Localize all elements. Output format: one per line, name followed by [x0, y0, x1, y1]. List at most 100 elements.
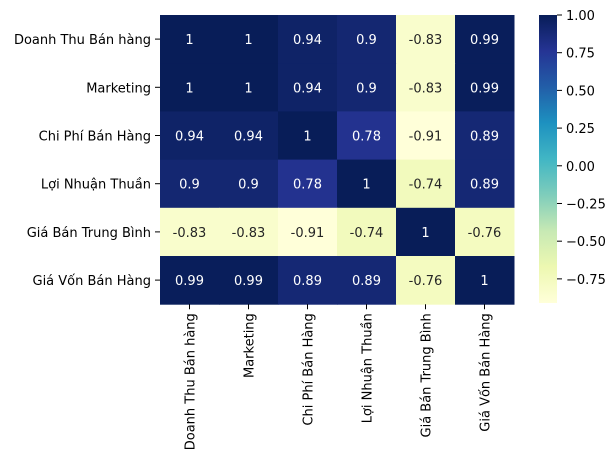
- column-tick-label: Giá Bán Trung Bình: [420, 313, 435, 437]
- heatmap-cell: [219, 63, 279, 112]
- cell-value-label: 1: [244, 81, 252, 96]
- heatmap-cell: [337, 159, 397, 209]
- heatmap-cell: [396, 207, 456, 257]
- colorbar-tick-label: −0.50: [566, 235, 606, 250]
- row-tick-label: Giá Bán Trung Bình: [27, 226, 151, 241]
- cell-value-label: 0.78: [352, 130, 381, 145]
- heatmap-cell: [455, 63, 515, 112]
- heatmap-annotations: 1 1 0.94 0.9 -0.83 0.99 1 1 0.94 0.9 -0.83 0.99 0.94…: [173, 33, 502, 289]
- cell-value-label: 1: [303, 130, 311, 145]
- heatmap-cell: [337, 207, 397, 257]
- heatmap-cell: [455, 111, 515, 161]
- heatmap-cell: [160, 159, 220, 209]
- column-tick-label: Doanh Thu Bán hàng: [184, 313, 199, 450]
- heatmap-cell: [337, 256, 397, 305]
- cell-value-label: -0.91: [291, 226, 325, 241]
- cell-value-label: 0.94: [234, 130, 263, 145]
- cell-value-label: -0.83: [409, 33, 443, 48]
- cell-value-label: 0.89: [352, 274, 381, 289]
- heatmap-cell: [396, 256, 456, 305]
- heatmap-cell: [219, 111, 279, 161]
- cell-value-label: 0.99: [175, 274, 204, 289]
- cell-value-label: -0.83: [232, 226, 266, 241]
- colorbar-tick-label: 1.00: [566, 9, 595, 24]
- heatmap-cell: [278, 111, 338, 161]
- heatmap-cell: [160, 111, 220, 161]
- row-tick-label: Lợi Nhuận Thuần: [41, 178, 151, 193]
- cell-value-label: -0.83: [173, 226, 207, 241]
- cell-value-label: -0.74: [409, 178, 443, 193]
- heatmap-cell: [396, 111, 456, 161]
- heatmap-cell: [337, 15, 397, 64]
- heatmap-cell: [219, 207, 279, 257]
- cell-value-label: 0.89: [293, 274, 322, 289]
- cell-value-label: -0.91: [409, 130, 443, 145]
- cell-value-label: 1: [185, 33, 193, 48]
- heatmap-cell: [455, 256, 515, 305]
- heatmap-cell: [219, 159, 279, 209]
- cell-value-label: 1: [421, 226, 429, 241]
- heatmap-cell: [396, 63, 456, 112]
- heatmap-cell: [455, 207, 515, 257]
- heatmap-cell: [278, 207, 338, 257]
- cell-value-label: 0.94: [293, 33, 322, 48]
- heatmap-cell: [160, 256, 220, 305]
- heatmap-cell: [455, 15, 515, 64]
- heatmap-cell: [219, 256, 279, 305]
- cell-value-label: -0.76: [468, 226, 502, 241]
- cell-value-label: 0.89: [470, 130, 499, 145]
- heatmap-cell: [160, 15, 220, 64]
- cell-value-label: 0.99: [470, 33, 499, 48]
- cell-value-label: 1: [480, 274, 488, 289]
- heatmap-cell: [278, 15, 338, 64]
- row-tick-label: Chi Phí Bán Hàng: [39, 130, 151, 145]
- column-tick-label: Giá Vốn Bán Hàng: [479, 313, 494, 432]
- cell-value-label: 0.78: [293, 178, 322, 193]
- column-tick-label: Marketing: [243, 313, 258, 378]
- colorbar-tick-label: −0.75: [566, 273, 606, 288]
- colorbar-tick-label: 0.00: [566, 160, 595, 175]
- column-tick-label: Lợi Nhuận Thuần: [361, 313, 376, 423]
- cell-value-label: -0.83: [409, 81, 443, 96]
- heatmap-cell: [337, 111, 397, 161]
- cell-value-label: 0.9: [238, 178, 259, 193]
- cell-value-label: 1: [185, 81, 193, 96]
- cell-value-label: 0.99: [470, 81, 499, 96]
- row-tick-label: Marketing: [86, 81, 151, 96]
- colorbar-tick-label: −0.25: [566, 197, 606, 212]
- row-tick-label: Giá Vốn Bán Hàng: [33, 274, 152, 289]
- colorbar-tick-label: 0.50: [566, 84, 595, 99]
- heatmap-cell: [396, 159, 456, 209]
- column-axis: Doanh Thu Bán hàng Marketing Chi Phí Bán H…: [184, 304, 494, 450]
- column-tick-label: Chi Phí Bán Hàng: [302, 313, 317, 425]
- heatmap-cell: [278, 63, 338, 112]
- colorbar-gradient: [539, 15, 557, 303]
- cell-value-label: 0.94: [293, 81, 322, 96]
- cell-value-label: 0.89: [470, 178, 499, 193]
- heatmap-cell: [396, 15, 456, 64]
- row-tick-label: Doanh Thu Bán hàng: [14, 33, 151, 48]
- cell-value-label: 1: [244, 33, 252, 48]
- cell-value-label: 0.9: [179, 178, 200, 193]
- heatmap-cell: [278, 256, 338, 305]
- heatmap-cell: [219, 15, 279, 64]
- heatmap-cell: [160, 207, 220, 257]
- cell-value-label: -0.74: [350, 226, 384, 241]
- row-axis: Doanh Thu Bán hàng Marketing Chi Phí Bán H…: [14, 33, 160, 289]
- cell-value-label: 1: [362, 178, 370, 193]
- cell-value-label: 0.99: [234, 274, 263, 289]
- colorbar: 1.00 0.75 0.50 0.25 0.00 −0.25 −0.50 −0.75: [539, 9, 606, 303]
- cell-value-label: 0.94: [175, 130, 204, 145]
- heatmap-cells: [160, 15, 515, 305]
- heatmap-cell: [278, 159, 338, 209]
- heatmap-cell: [337, 63, 397, 112]
- colorbar-tick-label: 0.25: [566, 122, 595, 137]
- colorbar-ticks: 1.00 0.75 0.50 0.25 0.00 −0.25 −0.50 −0.75: [557, 9, 606, 288]
- heatmap-cell: [160, 63, 220, 112]
- cell-value-label: 0.9: [356, 33, 377, 48]
- colorbar-tick-label: 0.75: [566, 47, 595, 62]
- cell-value-label: -0.76: [409, 274, 443, 289]
- heatmap-cell: [455, 159, 515, 209]
- cell-value-label: 0.9: [356, 81, 377, 96]
